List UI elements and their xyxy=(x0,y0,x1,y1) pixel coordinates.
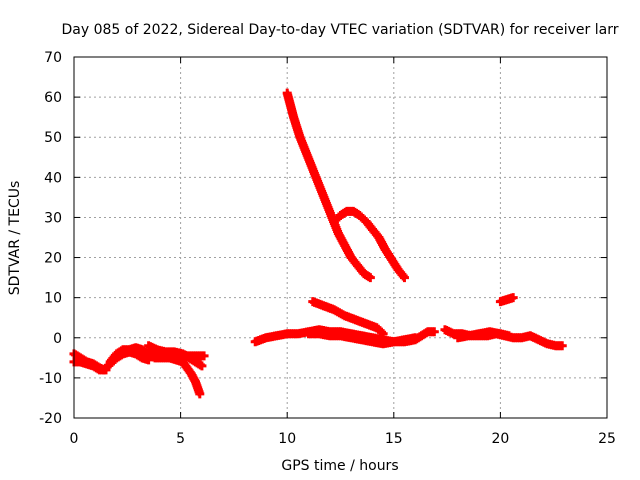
data-point xyxy=(365,273,375,283)
data-point xyxy=(504,331,514,341)
data-series xyxy=(69,88,567,399)
y-tick-labels: -20 -10 0 10 20 30 40 50 60 70 xyxy=(39,50,62,427)
series-track-13 xyxy=(495,293,518,307)
plot-frame xyxy=(73,56,608,419)
data-point xyxy=(197,361,207,371)
y-tick-label: 20 xyxy=(44,251,62,267)
data-point xyxy=(429,327,439,337)
series-track-12 xyxy=(453,327,514,343)
x-tick-label: 5 xyxy=(176,431,185,447)
x-tick-label: 20 xyxy=(491,431,509,447)
series-track-5 xyxy=(165,353,205,399)
data-point xyxy=(557,341,567,351)
x-tick-label: 25 xyxy=(598,431,616,447)
chart-title: Day 085 of 2022, Sidereal Day-to-day VTE… xyxy=(62,22,619,38)
y-tick-label: 10 xyxy=(44,291,62,307)
data-point xyxy=(378,329,388,339)
series-track-9 xyxy=(282,88,375,283)
data-point xyxy=(508,293,518,303)
axis-ticks xyxy=(73,56,608,419)
data-point xyxy=(410,333,420,343)
series-track-7 xyxy=(304,329,420,349)
x-tick-label: 0 xyxy=(70,431,79,447)
data-point xyxy=(101,365,111,375)
y-tick-label: 50 xyxy=(44,130,62,146)
y-tick-label: -20 xyxy=(39,411,62,427)
x-axis-label: GPS time / hours xyxy=(281,458,398,474)
data-point xyxy=(399,273,409,283)
x-tick-labels: 0 5 10 15 20 25 xyxy=(70,431,616,447)
y-tick-label: -10 xyxy=(39,371,62,387)
y-tick-label: 30 xyxy=(44,210,62,226)
y-tick-label: 0 xyxy=(53,331,62,347)
series-track-4 xyxy=(144,341,207,371)
y-tick-label: 70 xyxy=(44,50,62,66)
series-track-8 xyxy=(308,297,388,339)
y-tick-label: 60 xyxy=(44,90,62,106)
data-point xyxy=(199,351,209,361)
y-axis-label: SDTVAR / TECUs xyxy=(7,181,23,296)
series-track-10 xyxy=(329,206,409,283)
data-point xyxy=(195,389,205,399)
x-tick-label: 10 xyxy=(278,431,296,447)
y-tick-label: 40 xyxy=(44,170,62,186)
x-tick-label: 15 xyxy=(385,431,403,447)
